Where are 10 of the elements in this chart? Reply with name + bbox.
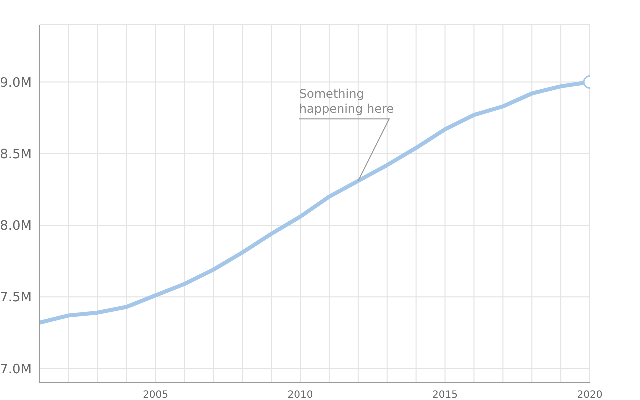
y-tick-label: 8.5M (0, 147, 32, 162)
y-tick-label: 7.5M (0, 290, 32, 306)
annotation: Something happening here (299, 87, 394, 116)
x-tick-label: 2010 (288, 390, 314, 400)
y-tick-label: 8.0M (0, 219, 32, 234)
x-tick-label: 2005 (143, 390, 169, 400)
x-tick-label: 2015 (432, 390, 458, 400)
x-tick-label: 2020 (577, 390, 603, 400)
y-tick-label: 7.0M (0, 362, 32, 378)
y-tick-label: 9.0M (0, 76, 32, 91)
